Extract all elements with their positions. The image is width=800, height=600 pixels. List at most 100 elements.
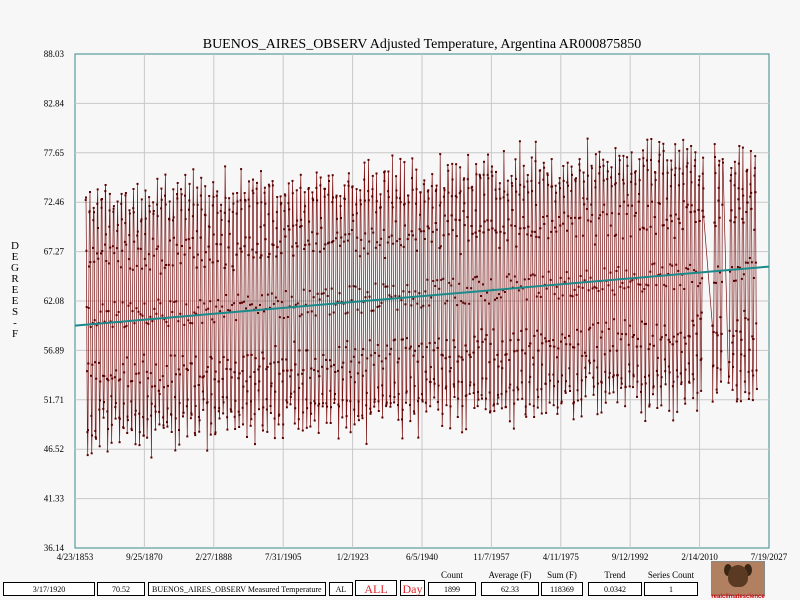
data-point	[482, 231, 485, 234]
data-point	[720, 380, 722, 383]
data-point	[454, 218, 457, 221]
data-point	[466, 286, 469, 289]
data-point	[680, 381, 683, 384]
data-point	[447, 169, 450, 172]
data-point	[174, 396, 176, 399]
data-point	[111, 377, 114, 380]
day-button[interactable]: Day	[400, 580, 425, 596]
data-point	[435, 228, 438, 231]
data-point	[657, 160, 660, 163]
data-point	[278, 413, 281, 416]
data-point	[588, 359, 591, 362]
data-point	[495, 197, 498, 200]
data-point	[231, 211, 234, 213]
data-point	[328, 180, 330, 182]
data-point	[477, 346, 480, 349]
data-point	[210, 357, 213, 360]
dog-logo-icon[interactable]	[711, 561, 765, 596]
data-point	[131, 380, 134, 382]
data-point	[349, 431, 352, 434]
data-point	[158, 393, 161, 395]
data-point	[747, 318, 750, 321]
data-point	[182, 415, 184, 418]
data-point	[389, 402, 392, 405]
data-point	[322, 292, 325, 295]
data-point	[540, 333, 543, 336]
data-point	[594, 153, 597, 156]
series-select[interactable]: BUENOS_AIRES_OBSERV Measured Temperature	[148, 582, 326, 596]
data-point	[259, 225, 262, 228]
data-point	[138, 444, 141, 447]
data-point	[459, 166, 462, 169]
data-point	[209, 355, 212, 358]
data-point	[507, 199, 510, 202]
data-point	[176, 182, 179, 184]
data-point	[749, 150, 752, 152]
data-point	[99, 399, 101, 402]
data-point	[85, 196, 87, 199]
data-point	[563, 195, 565, 198]
data-point	[717, 186, 720, 189]
data-point	[348, 285, 351, 288]
data-point	[651, 263, 654, 266]
data-point	[639, 228, 641, 231]
data-point	[88, 210, 91, 213]
data-point	[174, 449, 177, 452]
data-point	[273, 417, 276, 420]
data-point	[201, 390, 204, 393]
data-point	[426, 225, 429, 228]
data-point	[116, 200, 119, 203]
data-point	[134, 409, 137, 412]
data-point	[613, 234, 616, 237]
data-point	[346, 311, 349, 314]
data-point	[114, 417, 117, 420]
data-point	[478, 229, 481, 232]
data-point	[291, 192, 294, 195]
all-button[interactable]: ALL	[355, 580, 397, 596]
data-point	[151, 385, 154, 388]
data-point	[302, 411, 305, 414]
data-point	[689, 171, 692, 174]
data-point	[468, 392, 471, 395]
data-point	[559, 276, 562, 279]
data-point	[229, 408, 232, 411]
data-point	[690, 145, 693, 147]
data-point	[331, 201, 334, 204]
data-point	[382, 283, 385, 286]
data-point	[560, 402, 563, 405]
data-point	[312, 250, 315, 252]
data-point	[511, 209, 514, 211]
data-point	[189, 322, 192, 324]
data-point	[240, 250, 243, 253]
data-point	[449, 367, 452, 369]
region-select[interactable]: AL	[329, 582, 353, 596]
data-point	[486, 219, 489, 222]
data-point	[451, 162, 454, 165]
data-point	[443, 214, 446, 217]
data-point	[166, 425, 169, 428]
data-point	[732, 334, 735, 337]
data-point	[677, 269, 680, 272]
data-point	[330, 287, 333, 290]
data-point	[599, 336, 602, 339]
data-point	[396, 361, 399, 364]
data-point	[107, 310, 110, 313]
data-point	[582, 180, 585, 183]
data-point	[713, 281, 715, 284]
data-point	[181, 245, 183, 247]
data-point	[459, 190, 462, 193]
data-point	[402, 338, 404, 341]
data-point	[316, 199, 319, 202]
data-point	[595, 346, 598, 348]
data-point	[124, 222, 127, 225]
series-layer	[84, 137, 758, 459]
data-point	[295, 224, 298, 226]
data-point	[450, 214, 453, 217]
data-point	[220, 219, 223, 221]
data-point	[329, 389, 332, 392]
data-point	[131, 268, 134, 271]
data-point	[752, 374, 755, 377]
data-point	[541, 275, 544, 278]
data-point	[659, 273, 662, 276]
data-point	[484, 338, 487, 341]
